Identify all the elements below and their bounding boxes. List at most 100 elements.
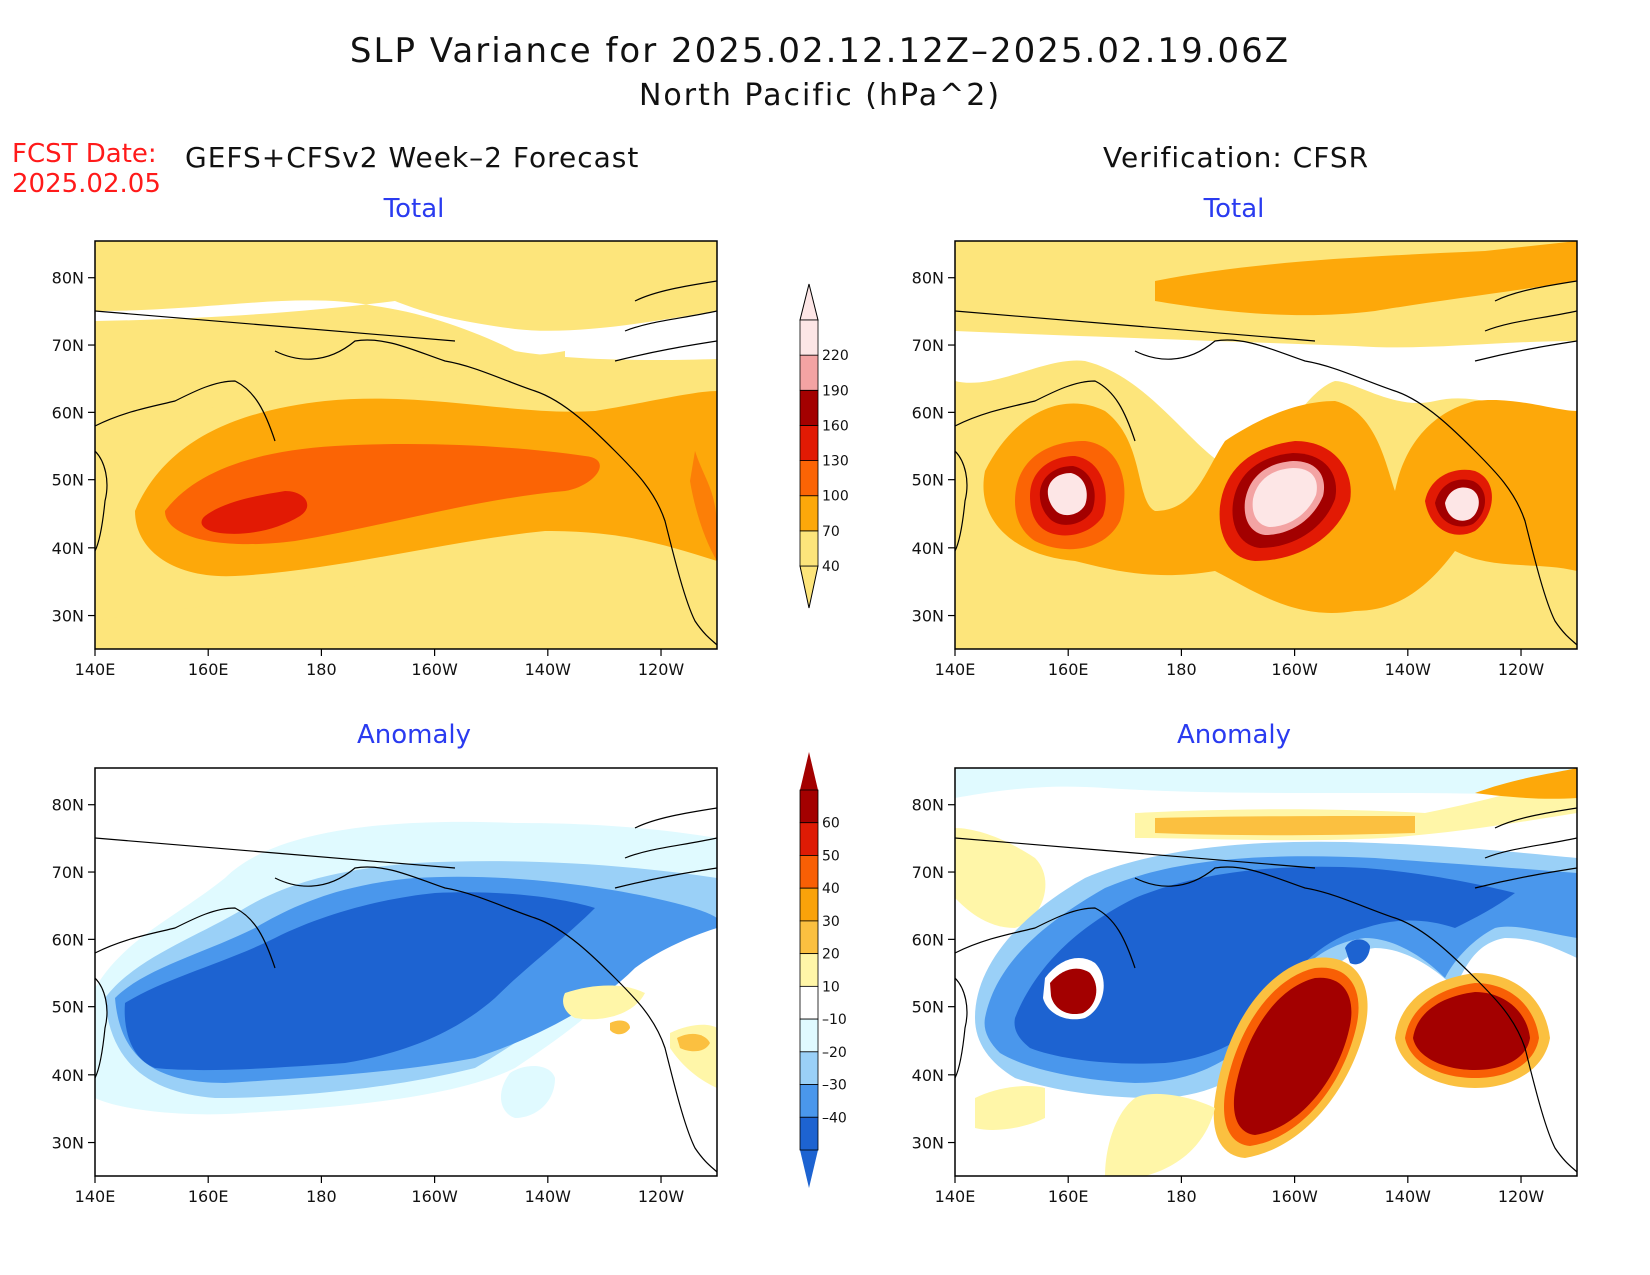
colorbar-swatch bbox=[799, 460, 819, 497]
lat-tick-label: 30N bbox=[52, 1134, 84, 1153]
colorbar-swatch bbox=[799, 920, 819, 955]
forecast-total-map bbox=[94, 240, 718, 650]
lon-tick-label: 140E bbox=[75, 1187, 116, 1206]
lon-tick-label: 180 bbox=[306, 660, 337, 679]
lat-tick-label: 60N bbox=[52, 930, 84, 949]
lat-tick-label: 70N bbox=[912, 863, 944, 882]
lat-tick-label: 40N bbox=[52, 1066, 84, 1085]
colorbar-swatch bbox=[799, 887, 819, 922]
colorbar-swatch bbox=[799, 389, 819, 426]
lon-tick-label: 120W bbox=[1498, 1187, 1545, 1206]
colorbar-level-label: –20 bbox=[822, 1045, 847, 1061]
lon-tick-label: 180 bbox=[1166, 1187, 1197, 1206]
lon-tick-label: 140E bbox=[935, 660, 976, 679]
lat-tick-label: 60N bbox=[912, 930, 944, 949]
lat-tick-label: 80N bbox=[912, 796, 944, 815]
colorbar-level-label: 70 bbox=[822, 524, 840, 540]
lon-tick-label: 180 bbox=[306, 1187, 337, 1206]
verification-column-title: Verification: CFSR bbox=[1103, 141, 1369, 174]
lon-tick-label: 140E bbox=[75, 660, 116, 679]
lon-tick-label: 120W bbox=[1498, 660, 1545, 679]
verification-anomaly-label: Anomaly bbox=[1177, 720, 1291, 750]
colorbar-level-label: 100 bbox=[822, 489, 849, 505]
total-colorbar: 40 70 100 130 160 190 220 bbox=[799, 283, 849, 609]
colorbar-level-label: 50 bbox=[822, 848, 840, 864]
lat-tick-label: 50N bbox=[912, 471, 944, 490]
colorbar-level-label: –10 bbox=[822, 1012, 847, 1028]
lat-tick-label: 30N bbox=[52, 607, 84, 626]
colorbar-swatch bbox=[799, 789, 819, 824]
lat-tick-label: 50N bbox=[912, 998, 944, 1017]
lon-tick-label: 140E bbox=[935, 1187, 976, 1206]
lon-tick-label: 160W bbox=[411, 1187, 458, 1206]
lat-tick-label: 40N bbox=[912, 1066, 944, 1085]
verification-anomaly-map bbox=[954, 767, 1578, 1177]
lat-tick-label: 70N bbox=[52, 336, 84, 355]
lon-tick-label: 180 bbox=[1166, 660, 1197, 679]
colorbar-swatch bbox=[799, 1116, 819, 1151]
colorbar-swatch bbox=[799, 425, 819, 461]
colorbar-level-label: –40 bbox=[822, 1110, 847, 1126]
colorbar-level-label: 40 bbox=[822, 559, 840, 575]
colorbar-level-label: 20 bbox=[822, 947, 840, 963]
lon-tick-label: 120W bbox=[638, 660, 685, 679]
lon-tick-label: 140W bbox=[1385, 1187, 1432, 1206]
colorbar-level-label: 160 bbox=[822, 418, 849, 434]
verification-total-map bbox=[954, 240, 1578, 650]
colorbar-swatch bbox=[799, 953, 819, 987]
anomaly-colorbar: 60 50 40 30 20 10 –10 –20 –30 –40 bbox=[799, 752, 847, 1188]
colorbar-swatch bbox=[799, 822, 819, 856]
lon-tick-label: 140W bbox=[525, 660, 572, 679]
forecast-anomaly-label: Anomaly bbox=[357, 720, 471, 750]
colorbar-extension-low bbox=[799, 565, 819, 609]
colorbar-extension-high bbox=[799, 283, 819, 321]
forecast-total-label: Total bbox=[383, 194, 445, 224]
colorbar-level-label: 40 bbox=[822, 881, 840, 897]
lat-tick-label: 40N bbox=[52, 539, 84, 558]
lat-tick-label: 50N bbox=[52, 471, 84, 490]
colorbar-swatch bbox=[799, 1084, 819, 1118]
lon-tick-label: 160W bbox=[1271, 1187, 1318, 1206]
verification-total-label: Total bbox=[1203, 194, 1265, 224]
lat-tick-label: 60N bbox=[912, 403, 944, 422]
lat-tick-label: 70N bbox=[52, 863, 84, 882]
lat-tick-label: 40N bbox=[912, 539, 944, 558]
colorbar-swatch bbox=[799, 495, 819, 532]
colorbar-extension-high bbox=[800, 752, 818, 790]
colorbar-swatch bbox=[799, 1051, 819, 1085]
colorbar-level-label: –30 bbox=[822, 1078, 847, 1094]
colorbar-swatch bbox=[799, 985, 819, 1020]
lat-tick-label: 50N bbox=[52, 998, 84, 1017]
map-axes: 80N 70N 60N 50N 40N 30N 140E 160E 180 160W 140W 120… bbox=[52, 269, 1545, 1206]
lon-tick-label: 160E bbox=[188, 660, 229, 679]
forecast-anomaly-map bbox=[94, 767, 718, 1177]
colorbar-swatch bbox=[799, 319, 819, 356]
colorbar-level-label: 220 bbox=[822, 348, 849, 364]
colorbar-level-label: 60 bbox=[822, 816, 840, 832]
colorbar-swatch bbox=[799, 855, 819, 889]
lat-tick-label: 80N bbox=[912, 269, 944, 288]
lon-tick-label: 140W bbox=[1385, 660, 1432, 679]
lon-tick-label: 160E bbox=[1048, 1187, 1089, 1206]
lon-tick-label: 160W bbox=[1271, 660, 1318, 679]
lon-tick-label: 120W bbox=[638, 1187, 685, 1206]
fcst-date-label: FCST Date: bbox=[12, 139, 157, 169]
lon-tick-label: 160E bbox=[1048, 660, 1089, 679]
lat-tick-label: 30N bbox=[912, 607, 944, 626]
lat-tick-label: 30N bbox=[912, 1134, 944, 1153]
colorbar-extension-low bbox=[800, 1150, 818, 1188]
colorbar-swatch bbox=[799, 354, 819, 391]
lat-tick-label: 60N bbox=[52, 403, 84, 422]
lon-tick-label: 160E bbox=[188, 1187, 229, 1206]
colorbar-level-label: 30 bbox=[822, 914, 840, 930]
lon-tick-label: 140W bbox=[525, 1187, 572, 1206]
lat-tick-label: 80N bbox=[52, 796, 84, 815]
lat-tick-label: 70N bbox=[912, 336, 944, 355]
fcst-date-value: 2025.02.05 bbox=[12, 169, 161, 199]
lon-tick-label: 160W bbox=[411, 660, 458, 679]
forecast-column-title: GEFS+CFSv2 Week–2 Forecast bbox=[185, 141, 639, 174]
figure-title: SLP Variance for 2025.02.12.12Z–2025.02.… bbox=[350, 31, 1290, 71]
figure-subtitle: North Pacific (hPa^2) bbox=[639, 78, 1001, 113]
colorbar-swatch bbox=[799, 530, 819, 567]
